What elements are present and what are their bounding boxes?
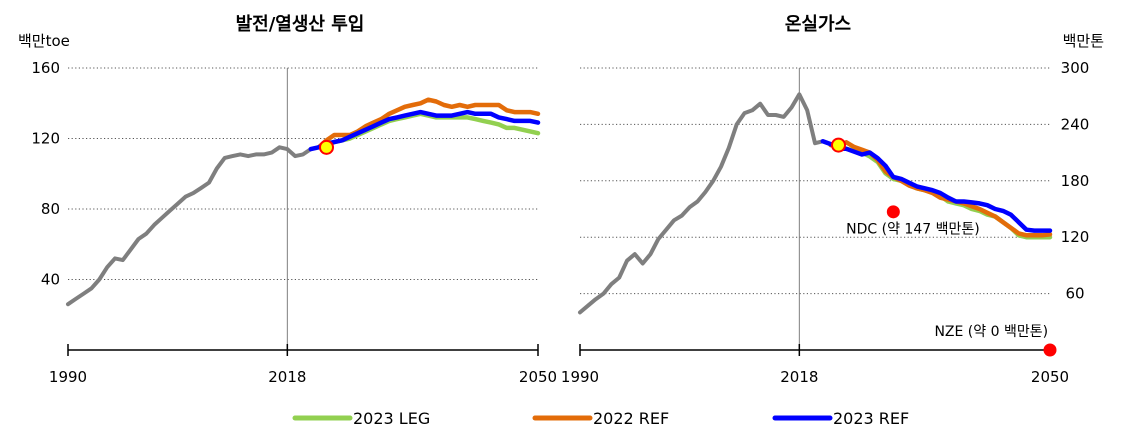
legend-label: 2023 REF: [833, 409, 909, 428]
x-tick-label: 2050: [519, 368, 557, 386]
marker-current-point: [831, 137, 846, 153]
y-axis-unit-label: 백만toe: [18, 32, 70, 50]
y-tick-label: 60: [1065, 285, 1084, 303]
x-tick-label: 2018: [268, 368, 306, 386]
chart-title: 발전/열생산 투입: [236, 13, 365, 35]
y-tick-label: 40: [41, 271, 60, 289]
x-tick-label: 2018: [780, 368, 818, 386]
x-tick-label: 1990: [561, 368, 599, 386]
series-line-2023-ref: [308, 109, 541, 152]
legend-label: 2022 REF: [593, 409, 669, 428]
marker-target-point: [1043, 343, 1057, 357]
y-tick-label: 80: [41, 200, 60, 218]
y-tick-label: 120: [31, 130, 60, 148]
y-tick-label: 120: [1061, 228, 1090, 246]
annotation-label: NZE (약 0 백만톤): [934, 324, 1048, 340]
chart-title: 온실가스: [785, 14, 851, 35]
marker-target-point: [886, 205, 900, 219]
annotation-label: NDC (약 147 백만톤): [846, 221, 980, 237]
marker-current-point: [319, 139, 334, 155]
y-tick-label: 240: [1061, 115, 1090, 133]
series-line-2023-ref: [820, 139, 1053, 233]
y-tick-label: 300: [1061, 59, 1090, 77]
y-tick-label: 160: [31, 59, 60, 77]
series-line-historical: [66, 145, 313, 307]
y-axis-unit-label: 백만톤: [1063, 32, 1104, 50]
x-tick-label: 2050: [1031, 368, 1069, 386]
x-tick-label: 1990: [49, 368, 87, 386]
legend-label: 2023 LEG: [353, 409, 430, 428]
series-line-historical: [578, 92, 825, 315]
legend: 2023 LEG 2022 REF 2023 REF: [292, 409, 909, 428]
y-tick-label: 180: [1061, 172, 1090, 190]
